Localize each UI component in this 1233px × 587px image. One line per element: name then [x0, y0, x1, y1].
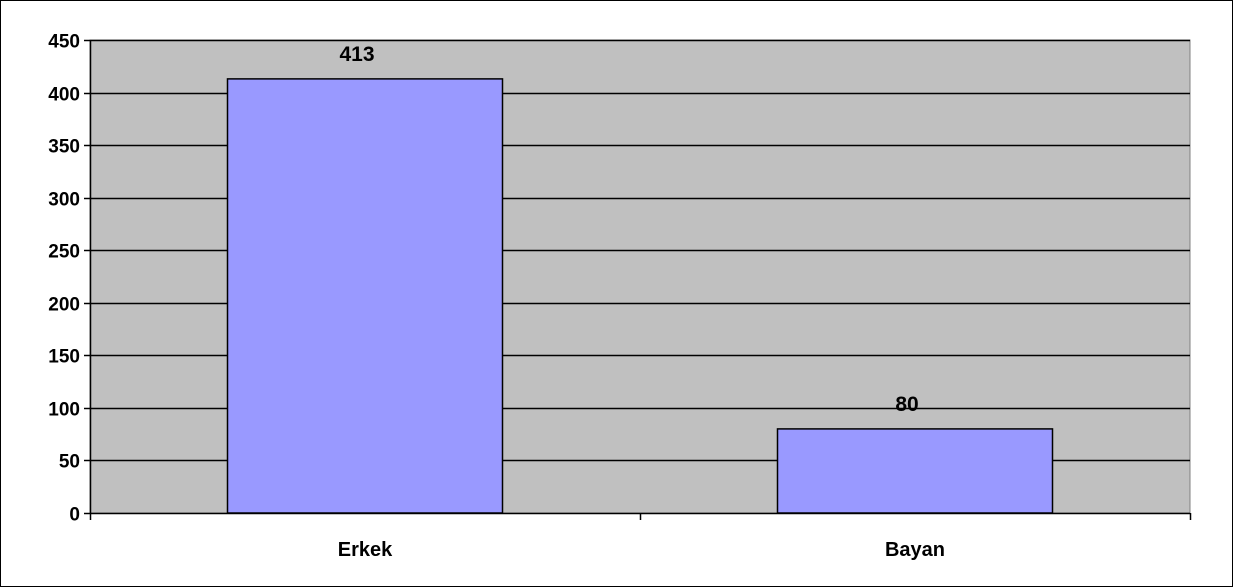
- bar-bayan: [776, 428, 1054, 514]
- axes: [89, 40, 1192, 520]
- y-tick-label: 300: [48, 190, 80, 211]
- y-tick-label: 350: [48, 137, 80, 158]
- y-tick-label: 50: [59, 452, 80, 473]
- x-category-label: Erkek: [338, 539, 393, 561]
- data-label: 413: [339, 43, 374, 66]
- y-tick-label: 100: [48, 400, 80, 421]
- y-axis-ticks: 0 50 100 150 200 250 300 350 400 450: [48, 32, 90, 526]
- bar-erkek: [226, 78, 504, 514]
- data-labels: 413 80: [339, 43, 918, 416]
- y-tick-label: 0: [69, 505, 80, 526]
- x-category-label: Bayan: [885, 539, 945, 561]
- bars: [226, 78, 1054, 514]
- x-axis-labels: Erkek Bayan: [338, 539, 945, 561]
- y-tick-label: 250: [48, 242, 80, 263]
- data-label: 80: [895, 393, 918, 416]
- y-tick-label: 150: [48, 347, 80, 368]
- y-tick-label: 400: [48, 85, 80, 106]
- y-tick-label: 450: [48, 32, 80, 53]
- y-tick-label: 200: [48, 295, 80, 316]
